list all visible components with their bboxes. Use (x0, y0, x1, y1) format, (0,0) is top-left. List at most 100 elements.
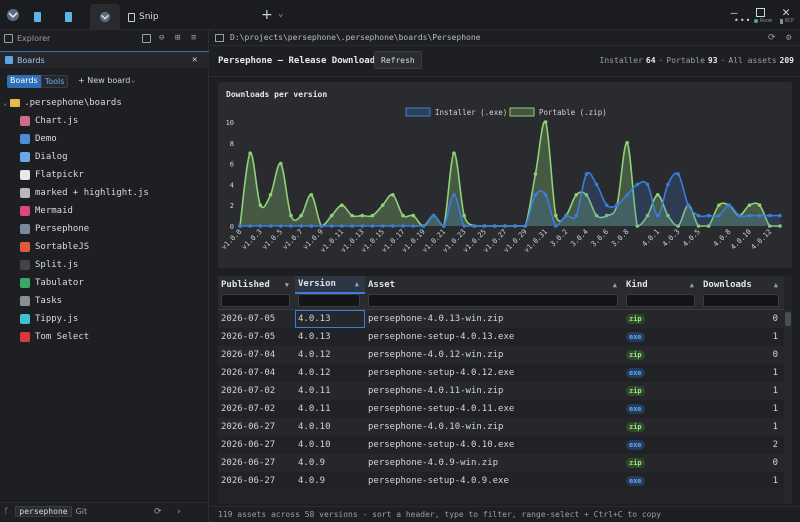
scrollbar-thumb[interactable] (785, 312, 791, 326)
cell-published[interactable]: 2026-06-27 (221, 440, 276, 450)
cell-version[interactable]: 4.0.9 (298, 458, 326, 468)
sidebar-item-sortablejs[interactable]: SortableJS (20, 239, 89, 255)
sidebar-item-tom-select[interactable]: Tom Select (20, 329, 89, 345)
minimize-icon[interactable]: — (730, 5, 738, 19)
column-header-downloads[interactable]: Downloads ▲ (703, 280, 778, 290)
cell-kind[interactable]: zip (623, 346, 700, 364)
reload-icon[interactable]: ⟳ (768, 32, 776, 43)
cell-published[interactable]: 2026-07-02 (221, 404, 276, 414)
tab-file-2[interactable] (58, 4, 78, 30)
sidebar-item-flatpickr[interactable]: Flatpickr (20, 167, 84, 183)
cell-asset[interactable]: persephone-setup-4.0.9.exe (368, 476, 509, 486)
cell-downloads[interactable]: 0 (772, 314, 778, 324)
cell-version[interactable]: 4.0.9 (298, 476, 326, 486)
table-row[interactable]: 2026-07-04 4.0.12 persephone-4.0.12-win.zi… (218, 346, 784, 364)
filter-input-kind[interactable] (626, 294, 695, 307)
cell-kind[interactable]: exe (623, 328, 700, 346)
add-icon[interactable] (142, 33, 151, 43)
cell-kind[interactable]: exe (623, 472, 700, 490)
cell-version[interactable]: 4.0.12 (298, 350, 331, 360)
tab-menu-button[interactable]: ⌄ (278, 9, 284, 19)
sidebar-item-persephone[interactable]: Persephone (20, 221, 89, 237)
git-label[interactable]: Git (75, 507, 88, 516)
more-dots-icon[interactable]: ••• (734, 16, 752, 25)
sidebar-item-tabulator[interactable]: Tabulator (20, 275, 84, 291)
sidebar-item-split-js[interactable]: Split.js (20, 257, 78, 273)
cell-published[interactable]: 2026-07-02 (221, 386, 276, 396)
new-board-chevron-icon[interactable]: ⌄ (131, 76, 136, 84)
boards-tab[interactable]: Boards ✕ (0, 51, 209, 68)
chevron-right-icon[interactable]: › (176, 506, 182, 517)
cell-downloads[interactable]: 1 (772, 404, 778, 414)
cell-kind[interactable]: zip (623, 310, 700, 328)
sync-icon[interactable]: ⟳ (154, 506, 162, 517)
cell-asset[interactable]: persephone-setup-4.0.11.exe (368, 404, 515, 414)
close-icon[interactable]: ✕ (782, 4, 790, 20)
cell-kind[interactable]: zip (623, 418, 700, 436)
collapse-icon[interactable]: ⊖ (159, 33, 165, 43)
cell-downloads[interactable]: 1 (772, 386, 778, 396)
sort-icon[interactable]: ▼ (284, 281, 289, 289)
column-header-version[interactable]: Version ▲ (295, 276, 365, 294)
table-row[interactable]: 2026-07-05 4.0.13 persephone-4.0.13-win.zi… (218, 310, 784, 328)
table-row[interactable]: 2026-07-02 4.0.11 persephone-4.0.11-win.zi… (218, 382, 784, 400)
cell-published[interactable]: 2026-07-05 (221, 332, 276, 342)
close-boards-icon[interactable]: ✕ (192, 55, 198, 65)
cell-asset[interactable]: persephone-4.0.11-win.zip (368, 386, 504, 396)
filter-input-published[interactable] (221, 294, 290, 307)
cell-published[interactable]: 2026-06-27 (221, 458, 276, 468)
new-board-button[interactable]: + New board (78, 76, 131, 85)
cell-version[interactable]: 4.0.11 (298, 404, 331, 414)
cell-kind[interactable]: zip (623, 382, 700, 400)
toggle-boards[interactable]: Boards (7, 75, 41, 88)
cell-published[interactable]: 2026-06-27 (221, 422, 276, 432)
cell-version[interactable]: 4.0.12 (298, 368, 331, 378)
cell-downloads[interactable]: 1 (772, 332, 778, 342)
cell-kind[interactable]: exe (623, 364, 700, 382)
new-tab-button[interactable]: + (261, 7, 273, 23)
cell-asset[interactable]: persephone-4.0.12-win.zip (368, 350, 504, 360)
cell-downloads[interactable]: 1 (772, 368, 778, 378)
layout-icon[interactable]: ⊞ (175, 33, 181, 43)
maximize-icon[interactable] (748, 2, 772, 22)
cell-published[interactable]: 2026-07-05 (221, 314, 276, 324)
cell-downloads[interactable]: 0 (772, 350, 778, 360)
sort-icon[interactable]: ▲ (773, 281, 778, 289)
sidebar-item-dialog[interactable]: Dialog (20, 149, 68, 165)
cell-asset[interactable]: persephone-4.0.13-win.zip (368, 314, 504, 324)
sidebar-item-mermaid[interactable]: Mermaid (20, 203, 73, 219)
table-row[interactable]: 2026-07-04 4.0.12 persephone-setup-4.0.12.… (218, 364, 784, 382)
cell-published[interactable]: 2026-07-04 (221, 368, 276, 378)
cell-asset[interactable]: persephone-4.0.10-win.zip (368, 422, 504, 432)
tab-persephone[interactable] (90, 4, 120, 30)
cell-kind[interactable]: exe (623, 400, 700, 418)
table-scrollbar[interactable] (784, 310, 792, 504)
cell-asset[interactable]: persephone-setup-4.0.10.exe (368, 440, 515, 450)
table-row[interactable]: 2026-06-27 4.0.10 persephone-setup-4.0.10.… (218, 436, 784, 454)
sort-icon[interactable]: ▲ (612, 281, 617, 289)
sidebar-item-tasks[interactable]: Tasks (20, 293, 62, 309)
table-row[interactable]: 2026-06-27 4.0.9 persephone-4.0.9-win.zip z… (218, 454, 784, 472)
table-row[interactable]: 2026-06-27 4.0.9 persephone-setup-4.0.9.ex… (218, 472, 784, 490)
toggle-tools[interactable]: Tools (40, 75, 69, 88)
filter-input-version[interactable] (298, 294, 360, 307)
column-header-kind[interactable]: Kind ▲ (626, 280, 694, 290)
filter-input-downloads[interactable] (703, 294, 779, 307)
sort-icon[interactable]: ▲ (354, 280, 359, 288)
table-row[interactable]: 2026-07-02 4.0.11 persephone-setup-4.0.11.… (218, 400, 784, 418)
cell-version[interactable]: 4.0.10 (298, 422, 331, 432)
cell-kind[interactable]: zip (623, 454, 700, 472)
cell-downloads[interactable]: 1 (772, 422, 778, 432)
tab-file-1[interactable] (27, 4, 47, 30)
cell-version[interactable]: 4.0.13 (298, 332, 331, 342)
cell-version[interactable]: 4.0.11 (298, 386, 331, 396)
cell-downloads[interactable]: 0 (772, 458, 778, 468)
cell-asset[interactable]: persephone-4.0.9-win.zip (368, 458, 499, 468)
column-header-asset[interactable]: Asset ▲ (368, 280, 617, 290)
sidebar-item-marked-highlight-js[interactable]: marked + highlight.js (20, 185, 149, 201)
tree-root[interactable]: ⌄ .persephone\boards (3, 98, 122, 108)
refresh-button[interactable]: Refresh (374, 51, 422, 69)
cell-asset[interactable]: persephone-setup-4.0.12.exe (368, 368, 515, 378)
cell-downloads[interactable]: 1 (772, 476, 778, 486)
cell-published[interactable]: 2026-07-04 (221, 350, 276, 360)
